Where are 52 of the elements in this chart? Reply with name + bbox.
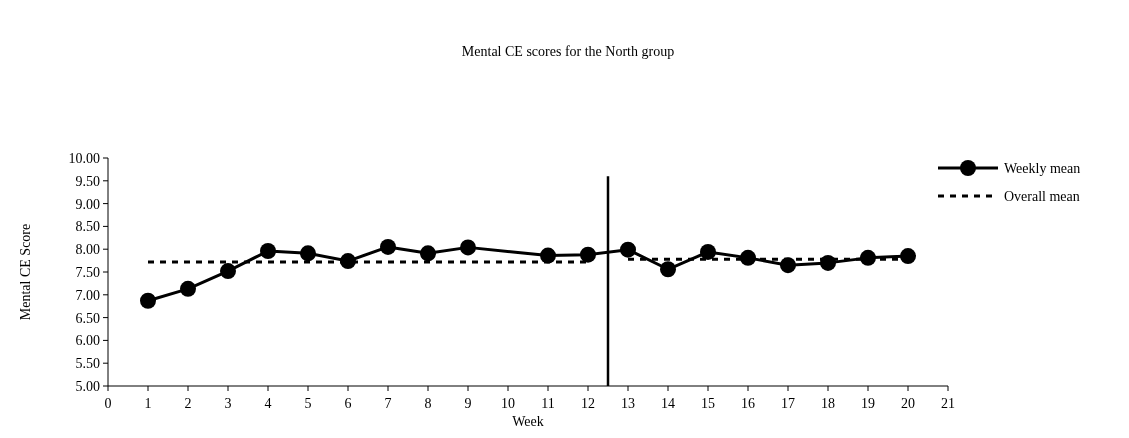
- x-tick-label: 14: [661, 396, 675, 411]
- point: [900, 248, 916, 265]
- y-tick-label: 5.00: [75, 378, 100, 394]
- x-tick-label: 4: [264, 396, 272, 411]
- point: [300, 245, 316, 262]
- point: [660, 261, 676, 278]
- point: [220, 263, 236, 280]
- point: [180, 280, 196, 297]
- y-tick-label: 9.50: [75, 173, 100, 189]
- y-tick-label: 6.00: [75, 333, 100, 349]
- y-tick-label: 9.00: [75, 196, 100, 212]
- x-tick-label: 16: [741, 396, 755, 411]
- point: [420, 245, 436, 262]
- x-tick-label: 0: [104, 396, 112, 411]
- point: [700, 243, 716, 260]
- y-tick-label: 8.00: [75, 242, 100, 258]
- y-axis-title: Mental CE Score: [18, 223, 33, 321]
- point: [460, 239, 476, 256]
- point: [580, 246, 596, 263]
- legend-label: Overall mean: [1004, 188, 1080, 204]
- y-tick-label: 10.00: [68, 150, 100, 166]
- y-tick-label: 7.50: [75, 264, 100, 280]
- y-tick-label: 6.50: [75, 310, 100, 326]
- x-tick-label: 5: [304, 396, 312, 411]
- point: [620, 241, 636, 258]
- x-tick-label: 8: [424, 396, 432, 411]
- y-tick-label: 8.50: [75, 219, 100, 235]
- x-tick-label: 7: [384, 396, 392, 411]
- x-tick-label: 2: [184, 396, 192, 411]
- y-tick-label: 7.00: [75, 287, 100, 303]
- x-tick-label: 6: [344, 396, 352, 411]
- x-tick-label: 11: [541, 396, 555, 411]
- point: [780, 257, 796, 274]
- point: [260, 243, 276, 260]
- x-tick-label: 15: [701, 396, 715, 411]
- x-tick-label: 18: [821, 396, 835, 411]
- x-tick-label: 17: [781, 396, 795, 411]
- x-tick-label: 19: [861, 396, 875, 411]
- x-tick-label: 10: [501, 396, 515, 411]
- x-tick-label: 12: [581, 396, 595, 411]
- x-tick-label: 3: [224, 396, 232, 411]
- legend-label: Weekly mean: [1004, 160, 1081, 176]
- x-tick-label: 9: [464, 396, 472, 411]
- x-tick-label: 13: [621, 396, 635, 411]
- y-tick-label: 5.50: [75, 356, 100, 372]
- x-tick-label: 1: [144, 396, 152, 411]
- chart-title: Mental CE scores for the North group: [461, 44, 675, 59]
- point: [380, 238, 396, 255]
- point: [140, 292, 156, 309]
- x-tick-label: 20: [901, 396, 915, 411]
- x-axis-title: Week: [512, 414, 544, 429]
- x-tick-label: 21: [941, 396, 955, 411]
